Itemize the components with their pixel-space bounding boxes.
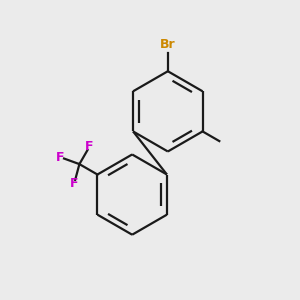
Text: F: F	[56, 151, 65, 164]
Text: F: F	[85, 140, 94, 153]
Text: F: F	[70, 177, 78, 190]
Text: Br: Br	[160, 38, 176, 51]
